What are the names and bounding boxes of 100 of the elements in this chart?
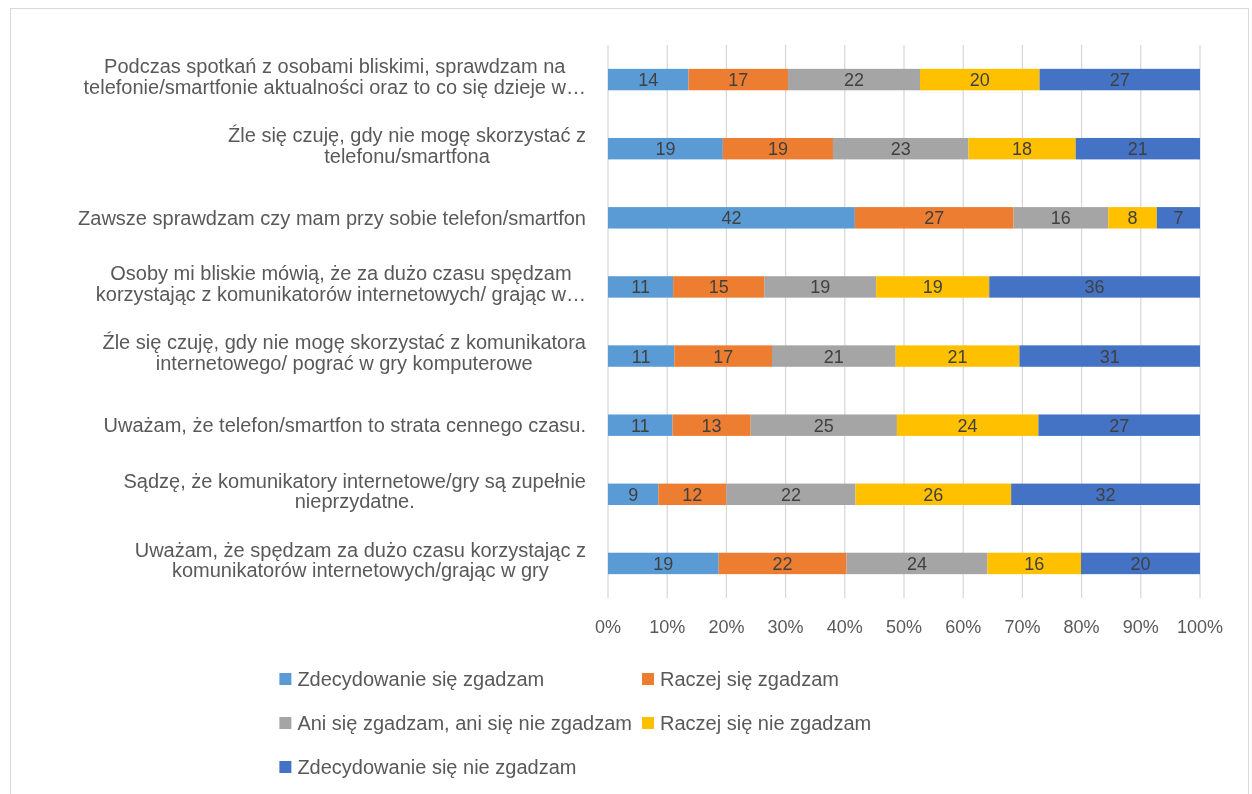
data-label: 7	[1173, 208, 1184, 229]
y-tick-label: Sądzę, że komunikatory internetowe/gry są zupełnie nieprzydatne.	[123, 469, 587, 513]
y-tick-label: Osoby mi bliskie mówią, że za dużo czasu spędzam korzystając z komunikatorów internetowych/ grając w…	[95, 262, 586, 305]
bar	[608, 414, 673, 436]
data-label: 20	[1130, 553, 1151, 574]
data-label: 36	[1084, 277, 1105, 298]
bar	[764, 276, 877, 298]
x-tick-label: 80%	[1063, 617, 1100, 637]
bar	[832, 137, 969, 160]
data-label: 11	[631, 346, 651, 367]
data-label: 9	[628, 484, 639, 505]
bar	[1038, 414, 1200, 436]
bar	[987, 552, 1082, 575]
bar	[608, 137, 723, 160]
data-label: 24	[907, 553, 928, 574]
data-label: 8	[1127, 208, 1138, 229]
data-label: 19	[767, 139, 788, 160]
data-label: 16	[1050, 208, 1071, 229]
bar	[919, 68, 1040, 91]
data-label: 17	[728, 70, 749, 91]
legend-label: Zdecydowanie się nie zgadzam	[297, 756, 577, 779]
bar	[608, 207, 855, 229]
bar	[750, 414, 897, 436]
data-label: 11	[631, 277, 650, 298]
bar	[608, 345, 675, 367]
x-tick-label: 50%	[885, 617, 923, 637]
bar	[608, 68, 689, 91]
data-label: 22	[780, 484, 801, 505]
bar	[989, 276, 1200, 298]
x-tick-label: 20%	[708, 617, 745, 637]
bar	[672, 414, 751, 436]
data-label: 18	[1012, 139, 1033, 160]
bar	[718, 552, 847, 575]
bar	[722, 137, 833, 160]
x-tick-label: 70%	[1004, 617, 1041, 637]
data-label: 27	[924, 208, 945, 229]
bar	[854, 207, 1014, 229]
legend-label: Raczej się nie zgadzam	[660, 712, 872, 735]
bar	[1011, 483, 1200, 506]
data-label: 31	[1099, 346, 1120, 367]
bar	[1013, 207, 1109, 229]
x-tick-label: 60%	[945, 617, 982, 637]
bar	[968, 137, 1076, 160]
bar	[726, 483, 856, 506]
data-label: 22	[772, 553, 793, 574]
data-label: 22	[843, 70, 864, 91]
bar	[608, 552, 719, 575]
data-label: 25	[813, 415, 834, 436]
bar	[608, 276, 674, 298]
data-label: 11	[630, 415, 650, 436]
data-label: 24	[957, 415, 978, 436]
data-label: 23	[890, 139, 911, 160]
data-label: 19	[922, 277, 943, 298]
data-label: 42	[721, 208, 742, 229]
data-label: 27	[1109, 415, 1130, 436]
data-label: 21	[823, 346, 844, 367]
bar	[771, 345, 896, 367]
bar	[673, 276, 765, 298]
x-tick-label: 100%	[1176, 617, 1224, 637]
bar	[1075, 137, 1200, 160]
data-label: 19	[653, 553, 674, 574]
data-label: 13	[701, 415, 722, 436]
bar	[876, 276, 990, 298]
data-label: 21	[1127, 139, 1148, 160]
y-tick-label: Źle się czuję, gdy nie mogę skorzystać z telefonu/smartfona	[228, 123, 586, 167]
y-tick-label: Źle się czuję, gdy nie mogę skorzystać z komunikatora internetowego/ pograć w gry komputerowe	[102, 331, 587, 375]
x-tick-label: 90%	[1122, 617, 1159, 637]
legend-label: Raczej się zgadzam	[660, 668, 839, 691]
y-tick-label: Podczas spotkań z osobami bliskimi, sprawdzam na telefonie/smartfonie aktualności oraz to co się dzieje w…	[83, 54, 587, 98]
bar	[1081, 552, 1200, 575]
bar	[1019, 345, 1200, 367]
x-tick-label: 30%	[767, 617, 804, 637]
data-label: 15	[708, 277, 729, 298]
data-label: 19	[655, 139, 676, 160]
data-label: 17	[713, 346, 734, 367]
x-tick-label: 10%	[649, 617, 686, 637]
data-label: 21	[947, 346, 968, 367]
bar	[787, 68, 920, 91]
bar	[1156, 207, 1200, 229]
bar	[855, 483, 1012, 506]
bar	[1039, 68, 1200, 91]
x-tick-label: 40%	[826, 617, 863, 637]
data-label: 26	[923, 484, 944, 505]
y-tick-label: Uważam, że telefon/smartfon to strata cennego czasu.	[103, 414, 586, 437]
data-label: 14	[638, 70, 659, 91]
bar	[896, 414, 1039, 436]
legend-label: Ani się zgadzam, ani się nie zgadzam	[297, 712, 633, 735]
data-label: 16	[1024, 553, 1045, 574]
bar	[1108, 207, 1157, 229]
data-label: 19	[810, 277, 831, 298]
bar	[895, 345, 1020, 367]
x-tick-label: 0%	[594, 617, 622, 637]
data-label: 32	[1095, 484, 1116, 505]
bar	[674, 345, 772, 367]
legend-label: Zdecydowanie się zgadzam	[297, 668, 545, 691]
y-tick-label: Uważam, że spędzam za dużo czasu korzystając z komunikatorów internetowych/grając w gry	[134, 538, 586, 582]
bar	[846, 552, 988, 575]
bar	[608, 483, 659, 506]
data-label: 12	[682, 484, 703, 505]
data-label: 20	[969, 70, 990, 91]
